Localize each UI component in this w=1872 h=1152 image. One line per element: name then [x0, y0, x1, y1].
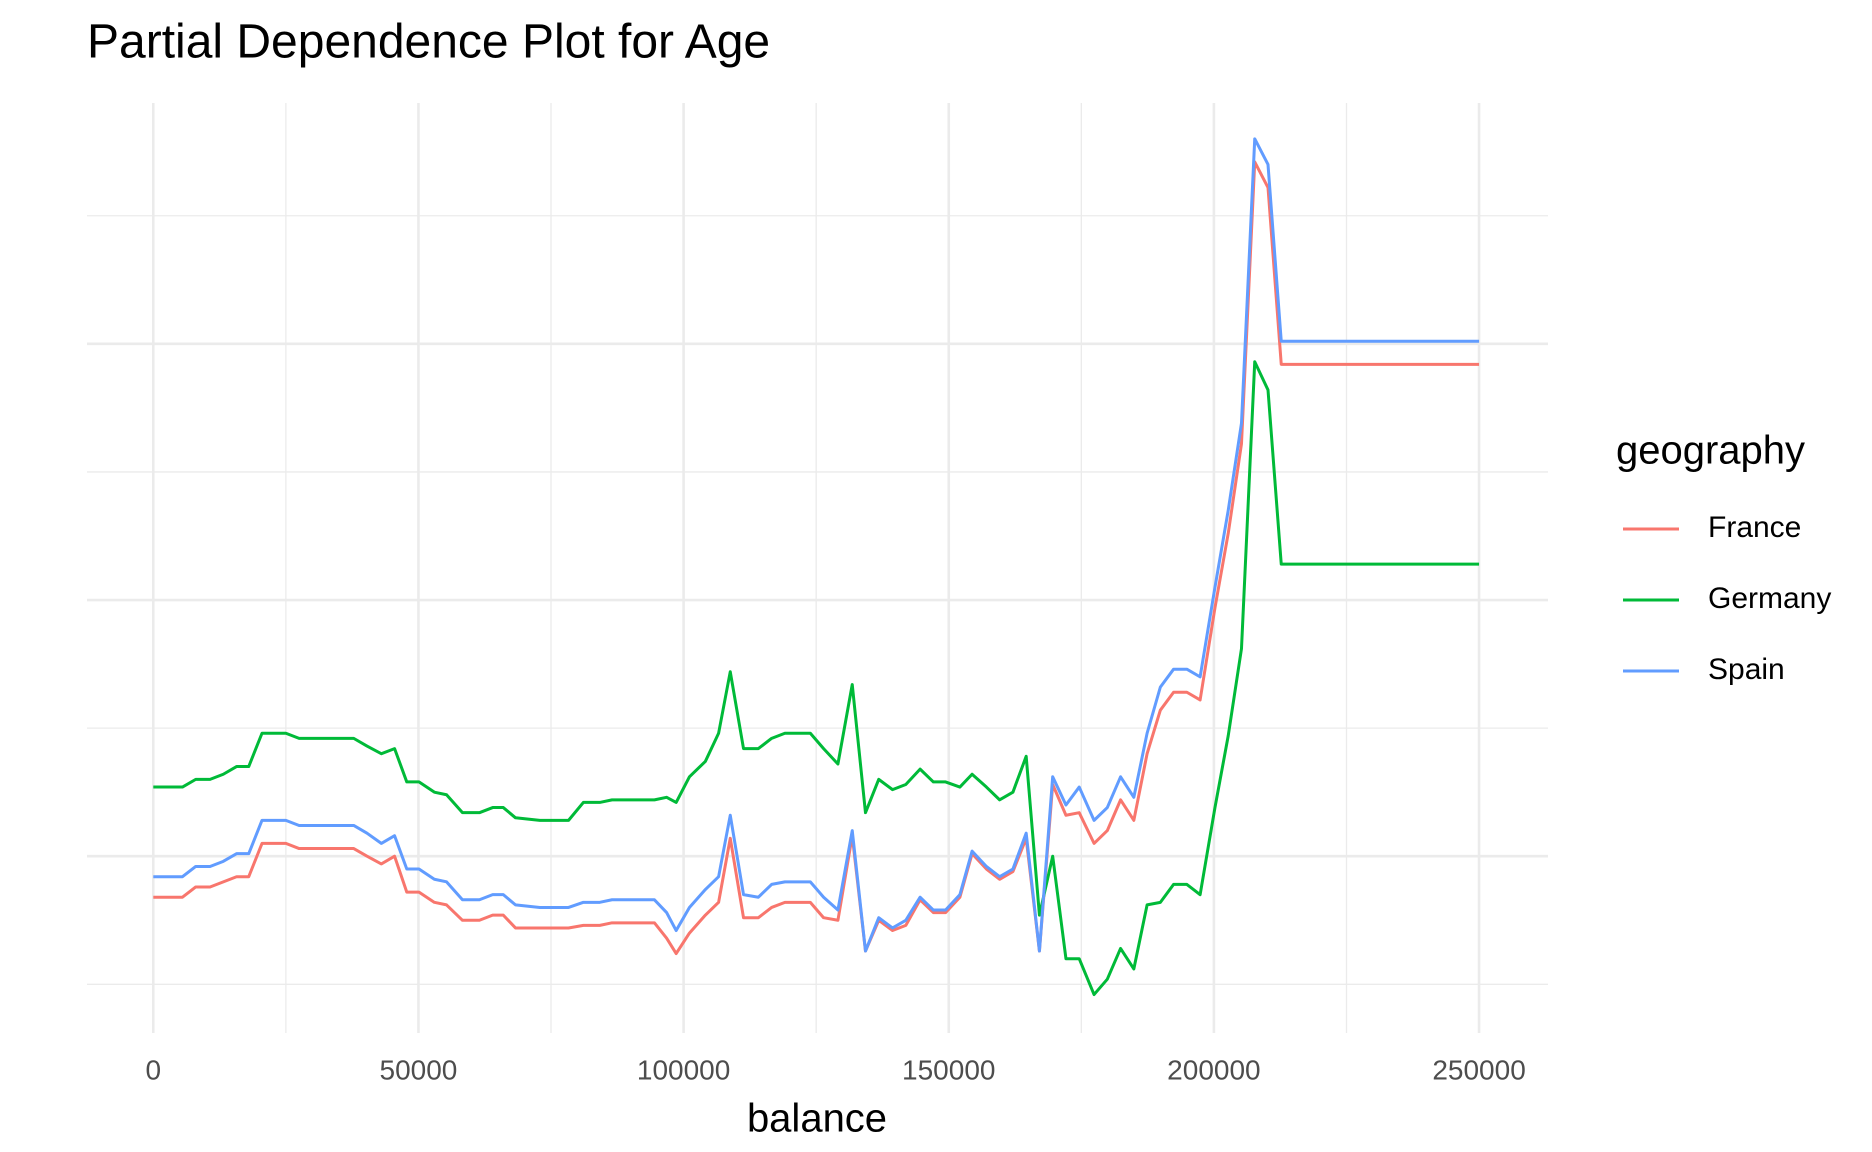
- x-tick-label: 0: [145, 1054, 161, 1085]
- chart-title: Partial Dependence Plot for Age: [87, 16, 770, 69]
- series-line: [153, 137, 1480, 953]
- series-line: [153, 160, 1480, 956]
- series-line: [153, 360, 1480, 997]
- x-tick-label: 150000: [902, 1054, 995, 1085]
- x-axis-label: balance: [747, 1097, 887, 1141]
- legend-label: Germany: [1708, 582, 1831, 615]
- x-tick-label: 50000: [380, 1054, 458, 1085]
- x-tick-label: 100000: [637, 1054, 730, 1085]
- legend-label: France: [1708, 511, 1801, 544]
- legend-label: Spain: [1708, 653, 1785, 686]
- x-tick-label: 250000: [1432, 1054, 1525, 1085]
- legend-title: geography: [1616, 429, 1805, 473]
- x-tick-label: 200000: [1167, 1054, 1260, 1085]
